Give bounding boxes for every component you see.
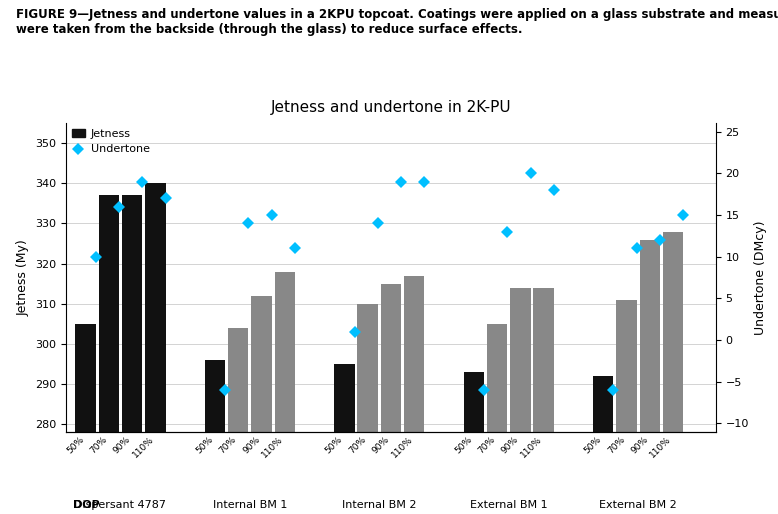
- Bar: [251, 296, 272, 432]
- Text: Dispersant 4787: Dispersant 4787: [75, 500, 166, 509]
- Bar: [275, 271, 295, 432]
- Bar: [593, 376, 613, 432]
- Bar: [205, 360, 225, 432]
- Text: External BM 2: External BM 2: [599, 500, 677, 509]
- Bar: [122, 195, 142, 432]
- Bar: [404, 276, 425, 432]
- Bar: [380, 284, 401, 432]
- Legend: Jetness, Undertone: Jetness, Undertone: [72, 129, 149, 155]
- Bar: [464, 372, 484, 432]
- Title: Jetness and undertone in 2K-PU: Jetness and undertone in 2K-PU: [271, 100, 511, 115]
- Bar: [487, 324, 507, 432]
- Bar: [510, 287, 531, 432]
- Bar: [616, 300, 636, 432]
- Bar: [640, 240, 660, 432]
- Bar: [663, 231, 683, 432]
- Text: Internal BM 1: Internal BM 1: [212, 500, 287, 509]
- Bar: [99, 195, 119, 432]
- Y-axis label: Jetness (My): Jetness (My): [16, 239, 30, 316]
- Bar: [228, 327, 248, 432]
- Bar: [534, 287, 554, 432]
- Bar: [357, 304, 378, 432]
- Text: DOP: DOP: [73, 500, 100, 509]
- Bar: [145, 183, 166, 432]
- Bar: [75, 324, 96, 432]
- Text: FIGURE 9—Jetness and undertone values in a 2KPU topcoat. Coatings were applied o: FIGURE 9—Jetness and undertone values in…: [16, 8, 778, 35]
- Text: Internal BM 2: Internal BM 2: [342, 500, 416, 509]
- Bar: [334, 364, 355, 432]
- Text: External BM 1: External BM 1: [470, 500, 548, 509]
- Y-axis label: Undertone (DMcy): Undertone (DMcy): [755, 221, 767, 335]
